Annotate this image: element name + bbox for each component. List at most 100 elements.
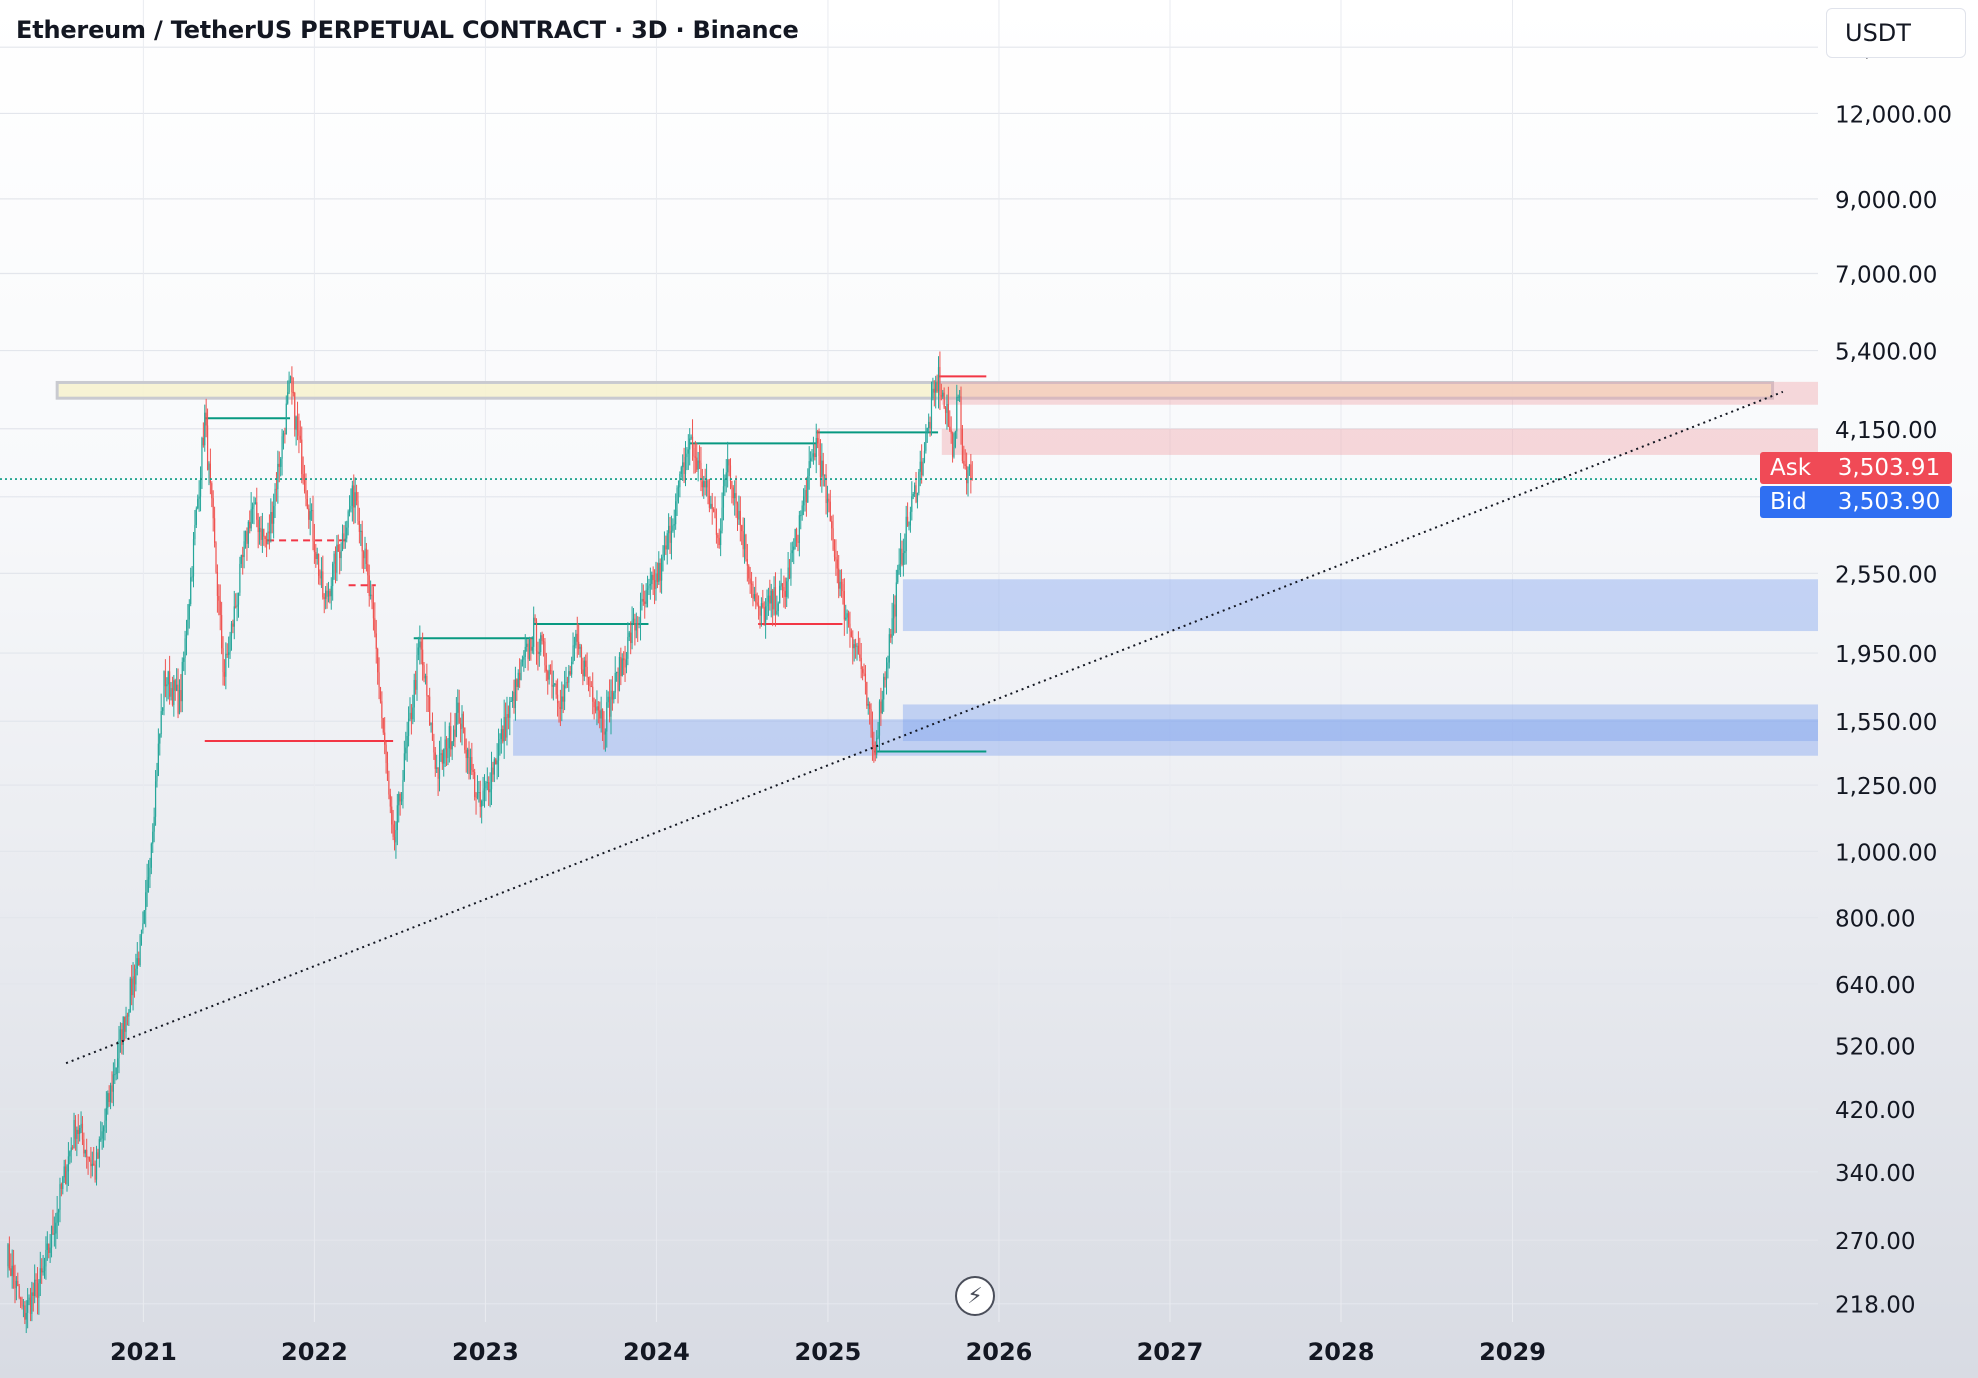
candle-down (263, 528, 265, 537)
candle-down (696, 457, 698, 470)
candle-down (365, 548, 368, 565)
candle-up (526, 643, 528, 647)
candle-up (500, 729, 502, 740)
candle-down (35, 1279, 37, 1281)
candle-up (610, 690, 612, 717)
candle-up (808, 461, 810, 476)
candle-up (957, 396, 959, 398)
candle-up (600, 709, 602, 719)
candle-down (797, 541, 799, 543)
candle-up (898, 564, 900, 570)
currency-selector[interactable]: USDT (1826, 8, 1966, 58)
candle-up (648, 585, 650, 589)
candle-down (357, 500, 359, 522)
candle-up (887, 662, 889, 669)
candle-up (760, 603, 763, 616)
candle-up (274, 488, 276, 506)
candle-down (623, 658, 625, 661)
candle-up (499, 739, 501, 745)
candle-up (765, 606, 767, 623)
candle-down (278, 463, 280, 467)
candle-up (251, 506, 254, 509)
candle-up (448, 726, 450, 749)
candle-up (237, 592, 240, 605)
candle-up (672, 525, 674, 531)
candle-up (107, 1093, 109, 1108)
candle-down (20, 1297, 22, 1299)
candle-up (192, 539, 195, 577)
candle-down (732, 487, 734, 499)
candle-down (763, 607, 765, 623)
candle-up (905, 516, 907, 552)
candle-up (183, 657, 185, 662)
candle-down (226, 653, 228, 655)
demand-zone (902, 579, 1818, 632)
y-tick-label: 4,150.00 (1835, 418, 1937, 444)
candle-down (857, 645, 859, 655)
candle-down (386, 763, 389, 781)
candle-down (458, 702, 460, 724)
candle-up (786, 581, 788, 597)
candle-down (713, 509, 715, 512)
candle-up (178, 690, 181, 714)
candle-down (213, 518, 216, 543)
candle-down (206, 425, 209, 470)
candle-up (794, 528, 796, 547)
candle-up (407, 718, 410, 736)
candle-down (472, 770, 474, 772)
candle-up (281, 436, 283, 459)
candle-up (438, 754, 441, 779)
candle-down (246, 531, 248, 544)
candle-down (742, 531, 744, 550)
candle-up (447, 748, 449, 759)
candle-down (783, 587, 785, 591)
candle-up (935, 382, 937, 393)
candle-up (552, 684, 554, 687)
candle-down (471, 757, 473, 771)
candle-down (652, 574, 654, 581)
candle-up (143, 910, 145, 924)
candle-up (922, 461, 924, 476)
candle-up (804, 490, 806, 497)
candle-down (18, 1286, 20, 1298)
candle-down (367, 564, 369, 576)
candle-down (755, 594, 757, 603)
x-tick-label: 2022 (281, 1338, 348, 1366)
candle-up (606, 702, 608, 732)
candle-up (417, 647, 420, 655)
candle-up (616, 671, 618, 674)
candle-up (639, 601, 642, 624)
candle-down (358, 521, 360, 532)
candle-up (767, 595, 770, 602)
candle-up (325, 590, 327, 599)
candle-down (866, 681, 868, 706)
candle-up (845, 617, 847, 620)
candle-up (618, 656, 621, 691)
candle-up (112, 1074, 114, 1092)
candle-up (790, 553, 792, 579)
candle-up (146, 879, 148, 893)
candle-down (516, 679, 518, 688)
candle-up (510, 700, 512, 702)
candle-up (63, 1166, 65, 1178)
candle-down (656, 573, 658, 582)
candle-down (547, 671, 549, 680)
candle-down (665, 545, 667, 550)
candle-down (303, 480, 306, 491)
candle-down (90, 1159, 92, 1167)
candle-down (964, 464, 966, 467)
candle-down (611, 690, 614, 700)
candle-up (56, 1212, 58, 1223)
candle-down (630, 632, 632, 644)
candle-down (691, 436, 694, 449)
candle-up (895, 582, 897, 617)
candle-up (801, 505, 803, 516)
candle-down (12, 1265, 15, 1277)
candle-down (275, 488, 278, 490)
lightning-bolt-icon[interactable]: ⚡ (955, 1276, 995, 1316)
candle-up (228, 652, 230, 655)
candle-down (48, 1243, 50, 1253)
candle-up (156, 775, 158, 782)
